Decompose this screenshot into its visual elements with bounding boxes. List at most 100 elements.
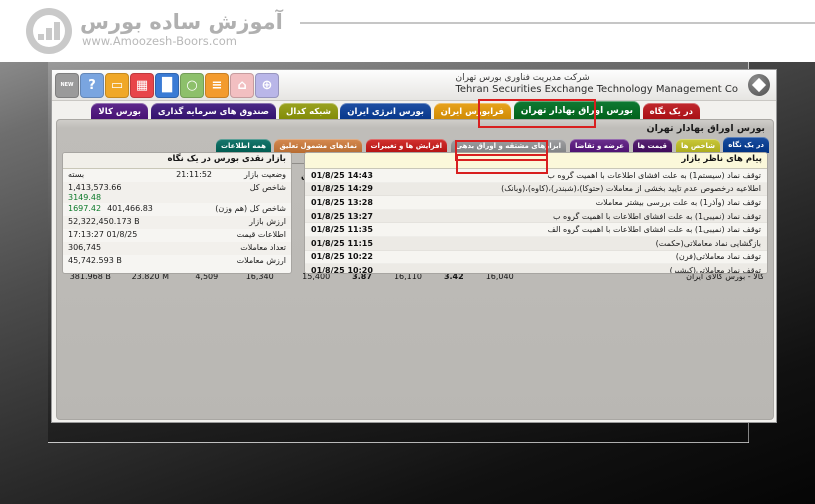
market-stat-value: بسته 21:11:52 (68, 170, 212, 179)
globe-icon[interactable]: ⊕ (255, 73, 279, 98)
company-logo-icon (748, 74, 770, 96)
chart-book-icon-glyph: █ (162, 78, 172, 93)
market-stat-row: ارزش معاملات 45,742.593 B (63, 255, 291, 268)
message-date: 01/8/25 10:20 (311, 265, 373, 274)
message-date: 01/8/25 11:15 (311, 238, 373, 248)
watermark-branding: آموزش ساده بورس www.Amoozesh-Boors.com (0, 0, 815, 62)
market-supervisor-messages-panel: پیام های ناظر بازار توقف نماد (سیستم1) ب… (304, 152, 768, 274)
market-stat-label: شاخص کل (هم وزن) (215, 204, 286, 213)
market-panel-title: بازار نقدی بورس در یک نگاه (63, 153, 291, 169)
tab-farabourse[interactable]: فرابورس ایران (433, 103, 511, 122)
market-snapshot-list: وضعیت بازار بسته 21:11:52 شاخص کل 1,413,573.… (63, 169, 291, 268)
market-stat-value: 45,742.593 B (68, 256, 122, 265)
new-badge-icon[interactable]: NEW (55, 73, 79, 98)
help-icon-glyph: ? (88, 78, 96, 93)
market-stat-value: 1697.42 401,466.83 (68, 204, 153, 213)
message-row[interactable]: اطلاعیه درخصوص عدم تایید بخشی از معاملات… (305, 182, 767, 197)
company-title: شرکت مدیریت فناوری بورس تهران Tehran Sec… (455, 72, 738, 96)
market-stat-row: اطلاعات قیمت 17:13:27 01/8/25 (63, 229, 291, 242)
table-icon[interactable]: ≡ (205, 73, 229, 98)
message-row[interactable]: توقف نماد معاملاتی(فرن) 01/8/25 10:22 (305, 250, 767, 265)
tab-investment-funds[interactable]: صندوق های سرمایه گذاری (150, 103, 276, 122)
subtab-indices[interactable]: شاخص ها (675, 139, 720, 153)
subtab-all-info[interactable]: همه اطلاعات (216, 139, 271, 153)
application-window: ⊕ ⌂ ≡ ○ █ ▦ ▭? NEW شرکت مدیریت فناوری بورس تهرا… (52, 70, 776, 422)
market-stat-label: اطلاعات قیمت (236, 230, 286, 239)
tab-bourse-kala[interactable]: بورس کالا (91, 103, 148, 122)
message-date: 01/8/25 11:35 (311, 225, 373, 235)
messages-list: توقف نماد (سیستم1) به علت افشای اطلاعات … (305, 169, 767, 274)
tab-energy-exchange[interactable]: بورس انرژی ایران (340, 103, 431, 122)
dashboard-icon-glyph: ▦ (135, 78, 149, 93)
message-row[interactable]: توقف نماد معاملاتی(کیشیر) 01/8/25 10:20 (305, 264, 767, 274)
subtab-at-a-glance[interactable]: در یک نگاه (723, 137, 769, 153)
message-row[interactable]: بازگشایی نماد معاملاتی(حکمت) 01/8/25 11:1… (305, 236, 767, 251)
market-stat-value: 52,322,450.173 B (68, 217, 140, 226)
brand-url: www.Amoozesh-Boors.com (82, 34, 237, 48)
table-cell: 16,040 (485, 271, 514, 281)
table-cell: 3.87 (352, 271, 372, 281)
content-body: بورس اوراق بهادار تهران در یک نگاه شاخص ه… (56, 119, 774, 420)
tab-tehran-stock-exchange[interactable]: بورس اوراق بهادار تهران (513, 101, 640, 122)
table-cell: 16,110 (393, 271, 422, 281)
message-date: 01/8/25 13:28 (311, 197, 373, 207)
message-text: توقف نماد معاملاتی(کیشیر) (669, 265, 761, 274)
table-cell: کالا - بورس کالای ایران (686, 271, 764, 281)
market-stat-row: ارزش بازار 52,322,450.173 B (63, 216, 291, 229)
table-icon-glyph: ≡ (211, 78, 223, 93)
subtab-derivatives-debt[interactable]: ابزارهای مشتقه و اوراق بدهی (450, 139, 566, 153)
search-icon[interactable]: ○ (180, 73, 204, 98)
table-cell: 23.820 M (131, 271, 170, 281)
subtab-prices[interactable]: قیمت ها (632, 139, 672, 153)
market-stat-label: ارزش معاملات (236, 256, 286, 265)
message-row[interactable]: توقف نماد (وآذر1) به علت بررسی بیشتر معا… (305, 196, 767, 210)
tab-at-a-glance[interactable]: در یک نگاه (642, 103, 700, 122)
market-stat-row: شاخص کل 1,413,573.66 3149.48 (63, 182, 291, 203)
market-stat-label: وضعیت بازار (244, 170, 286, 179)
message-row[interactable]: توقف نماد (سیستم1) به علت افشای اطلاعات … (305, 169, 767, 183)
table-cell: 381.968 B (69, 271, 111, 281)
table-cell: 4,509 (195, 271, 219, 281)
subtab-suspended-symbols[interactable]: نمادهای مشمول تعلیق (274, 139, 362, 153)
market-stat-label: ارزش بازار (249, 217, 286, 226)
messages-panel-title: پیام های ناظر بازار (305, 153, 767, 169)
market-stat-row: تعداد معاملات 306,745 (63, 242, 291, 255)
market-stat-value: 306,745 (68, 243, 102, 252)
table-cell: 15,400 (302, 271, 331, 281)
company-title-fa: شرکت مدیریت فناوری بورس تهران (455, 73, 590, 83)
message-text: توقف نماد (نمیبی1) به علت افشای اطلاعات … (547, 225, 761, 235)
message-row[interactable]: توقف نماد (نمیبی1) به علت افشای اطلاعات … (305, 223, 767, 237)
page-title: بورس اوراق بهادار تهران (646, 123, 765, 134)
brand-divider (300, 22, 815, 24)
message-row[interactable]: توقف نماد (نمیبی1) به علت افشای اطلاعات … (305, 209, 767, 224)
main-tab-bar: در یک نگاه بورس اوراق بهادار تهران فرابورس… (52, 100, 776, 122)
message-date: 01/8/25 13:27 (311, 211, 373, 221)
new-badge-icon-glyph: NEW (60, 82, 74, 88)
home-icon-glyph: ⌂ (237, 78, 247, 93)
dashboard-icon[interactable]: ▦ (130, 73, 154, 98)
message-text: توقف نماد (وآذر1) به علت بررسی بیشتر معا… (595, 197, 761, 207)
sub-tab-bar: در یک نگاه شاخص ها قیمت ها عرضه و تقاضا ابزا… (57, 136, 773, 153)
brand-globe-icon (26, 8, 72, 54)
market-stat-label: تعداد معاملات (240, 243, 286, 252)
table-cell: 16,340 (245, 271, 274, 281)
message-icon[interactable]: ▭ (105, 73, 129, 98)
brand-name: آموزش ساده بورس (80, 10, 283, 34)
table-row[interactable]: کالا - بورس کالای ایران 16,040 3.42 16,110 3… (62, 270, 768, 282)
home-icon[interactable]: ⌂ (230, 73, 254, 98)
market-stat-value: 1,413,573.66 3149.48 (68, 183, 122, 202)
subtab-supply-demand[interactable]: عرضه و تقاضا (569, 139, 629, 153)
message-date: 01/8/25 10:22 (311, 252, 373, 262)
message-text: توقف نماد معاملاتی(فرن) (675, 252, 761, 262)
subtab-increases-changes[interactable]: افزایش ها و تغییرات (365, 139, 447, 153)
chart-book-icon[interactable]: █ (155, 73, 179, 98)
market-stat-label: شاخص کل (249, 183, 286, 192)
market-snapshot-panel: بازار نقدی بورس در یک نگاه وضعیت بازار بس… (62, 152, 292, 274)
message-date: 01/8/25 14:29 (311, 184, 373, 194)
panes-container: پیام های ناظر بازار توقف نماد (سیستم1) ب… (62, 152, 768, 414)
tab-codal-network[interactable]: شبکه کدال (278, 103, 338, 122)
help-icon[interactable]: ? (80, 73, 104, 98)
table-cell: 3.42 (443, 271, 464, 281)
message-icon-glyph: ▭ (110, 78, 124, 93)
toolbar: ⊕ ⌂ ≡ ○ █ ▦ ▭? NEW شرکت مدیریت فناوری بورس تهرا… (52, 70, 776, 101)
